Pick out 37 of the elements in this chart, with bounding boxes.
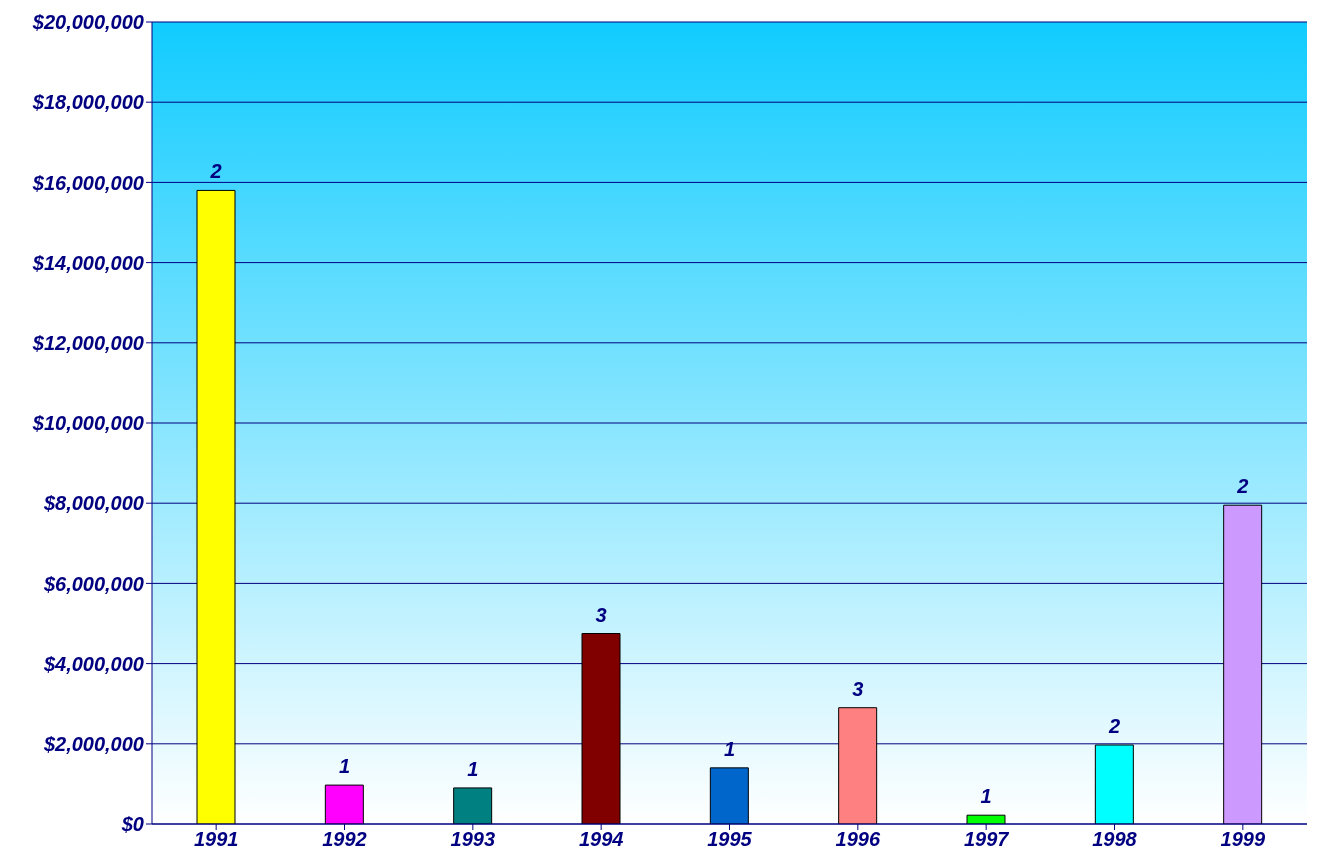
x-tick-label: 1993: [450, 828, 496, 851]
y-tick-label: $6,000,000: [42, 572, 144, 595]
annotation: 1: [980, 785, 992, 808]
x-tick-label: 1992: [322, 828, 367, 851]
x-tick-label: 1999: [1220, 828, 1266, 851]
annotation: 1: [467, 757, 479, 780]
bar: [581, 633, 621, 824]
y-tick-label: $12,000,000: [31, 331, 144, 354]
y-tick-label: $4,000,000: [42, 652, 144, 675]
annotation: 3: [852, 677, 864, 700]
bar: [196, 189, 236, 824]
bar: [838, 707, 878, 824]
x-tick-label: 1994: [578, 828, 624, 851]
bar: [453, 787, 493, 824]
annotation: 3: [595, 603, 607, 626]
annotation: 1: [338, 755, 351, 778]
annotation: 1: [723, 737, 736, 760]
x-tick-label: 1995: [707, 828, 753, 851]
bar: [709, 767, 749, 824]
y-tick-label: $18,000,000: [31, 91, 144, 114]
x-tick-label: 1998: [1092, 828, 1138, 851]
bar: [324, 784, 364, 824]
y-tick-label: $10,000,000: [31, 412, 144, 435]
y-tick-label: $0: [120, 813, 144, 836]
annotation: 2: [1236, 475, 1249, 498]
x-tick-label: 1991: [193, 828, 239, 851]
y-tick-label: $14,000,000: [31, 251, 144, 274]
bar: [1223, 504, 1263, 824]
bar: [1094, 744, 1134, 824]
y-tick-label: $8,000,000: [42, 492, 144, 515]
y-tick-label: $2,000,000: [42, 732, 144, 755]
y-tick-label: $16,000,000: [31, 171, 144, 194]
x-tick-label: 1997: [963, 828, 1010, 851]
annotation: 2: [209, 160, 222, 183]
x-tick-label: 1996: [835, 828, 881, 851]
annotation: 2: [1107, 715, 1121, 737]
y-tick-label: $20,000,000: [31, 11, 144, 34]
